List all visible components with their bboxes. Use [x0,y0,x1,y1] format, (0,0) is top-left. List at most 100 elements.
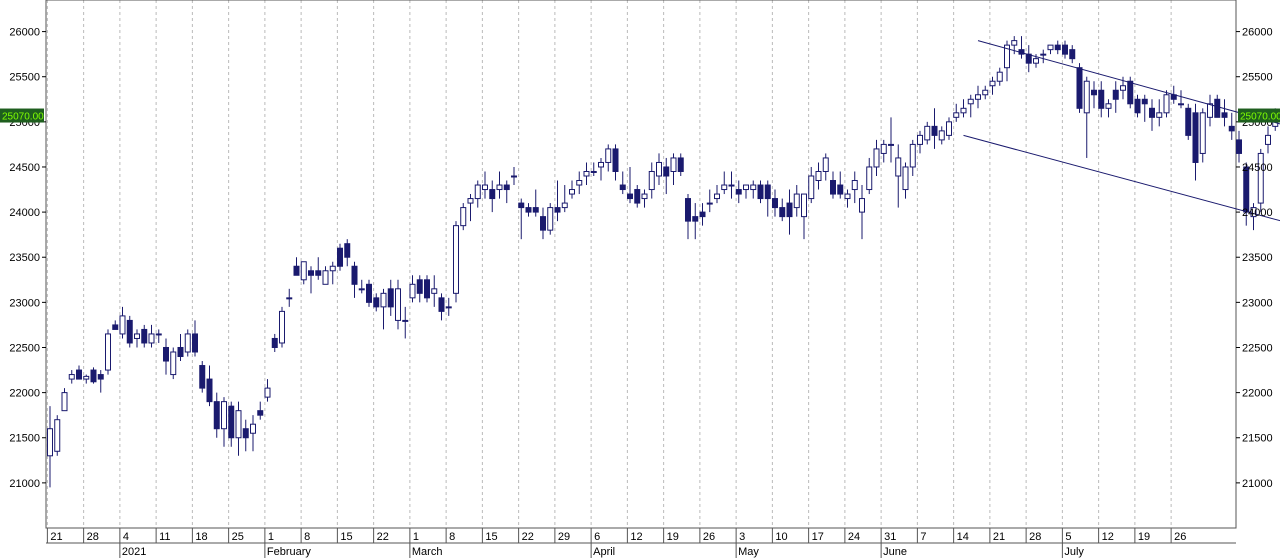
x-day-label: 7 [920,531,926,543]
candle-up [460,207,467,227]
x-day-label: 25 [232,531,244,543]
candle-down [76,369,82,380]
candle-up [808,175,815,200]
candle-down [779,207,786,218]
candle-up [511,175,517,178]
candle-up [547,207,554,231]
candle-up [1207,103,1213,118]
candle-up [569,189,575,195]
plot-border [45,0,1237,529]
candle-down [540,216,546,231]
candle-down [663,166,670,177]
y-tick-label: 23000 [1242,297,1273,309]
candle-up [358,288,365,291]
candle-down [163,346,169,362]
candle-down [438,297,445,312]
candle-up [917,134,923,145]
x-month-label: June [883,546,907,558]
y-tick-label: 21500 [9,433,40,445]
candle-up [54,419,61,452]
candle-up [1011,40,1018,46]
x-day-label: 28 [87,531,99,543]
candle-up [1163,94,1170,114]
candle-down [786,202,793,218]
candle-up [967,98,974,105]
candle-down [830,180,836,195]
candle-up [1004,44,1010,69]
candle-down [931,125,938,136]
y-tick-label: 24000 [1242,207,1273,219]
candle-up [155,333,162,336]
candle-up [648,170,655,191]
x-day-label: 11 [159,531,170,543]
candle-down [242,428,249,439]
candle-up [866,166,873,191]
candle-up [329,265,336,272]
candle-down [1236,139,1242,154]
candle-up [1040,53,1047,56]
candle-up [815,170,822,182]
candle-down [293,265,300,276]
candle-up [474,184,481,200]
candle-up [743,184,749,191]
y-tick-label: 26000 [9,27,40,39]
x-axis: 21 28 4 11 18 25 1 8 15 22 1 8 15 22 29 6 12 19 26 3 10 17 24 3… [46,528,1236,558]
x-day-label: 26 [1174,531,1186,543]
x-day-label: 26 [703,531,715,543]
candle-up [721,184,728,191]
candle-up [467,198,474,204]
candle-up [670,157,677,172]
x-day-label: 4 [123,531,129,543]
candle-down [308,270,314,276]
candle-down [1228,125,1235,132]
y-tick-label: 21500 [1242,433,1273,445]
x-day-label: 21 [50,531,62,543]
y-tick-label: 23500 [9,252,40,264]
candle-up [996,71,1003,82]
candle-up [286,297,293,300]
candle-up [170,351,177,376]
lower-trendline [963,134,1280,222]
candle-up [895,157,902,177]
candle-down [677,157,684,172]
candle-down [1221,112,1228,118]
last-price-label: 25070.00 [1240,112,1280,123]
candle-down [206,378,213,403]
x-day-label: 1 [413,531,419,543]
y-tick-label: 23500 [1242,252,1273,264]
candle-up [989,80,996,87]
candle-up [83,375,90,380]
candle-up [1033,58,1039,64]
y-tick-label: 25500 [1242,72,1273,84]
candle-down [373,297,380,308]
candle-down [837,184,844,195]
x-day-label: 22 [522,531,534,543]
candle-down [764,184,771,200]
candle-up [851,180,858,191]
candle-up [750,184,757,191]
candle-up [641,193,648,200]
x-day-label: 29 [558,531,570,543]
candles-layer [47,36,1279,488]
candle-up [706,202,713,205]
candle-down [199,365,206,389]
candle-up [395,288,401,321]
trendlines [963,40,1280,222]
candle-up [598,161,604,168]
x-day-label: 6 [594,531,600,543]
candle-up [1047,44,1054,51]
candle-up [134,333,140,339]
candle-down [177,346,184,358]
candle-up [445,306,452,309]
candle-up [561,202,568,209]
candle-up [47,428,53,457]
candle-up [1178,103,1184,106]
candle-up [1120,85,1126,91]
y-tick-label: 22500 [1242,342,1273,354]
x-day-label: 24 [848,531,860,543]
x-day-label: 8 [449,531,455,543]
x-month-label: 2021 [122,546,146,558]
candle-down [1069,49,1076,60]
candle-down [1134,98,1141,114]
x-day-label: 14 [957,531,969,543]
